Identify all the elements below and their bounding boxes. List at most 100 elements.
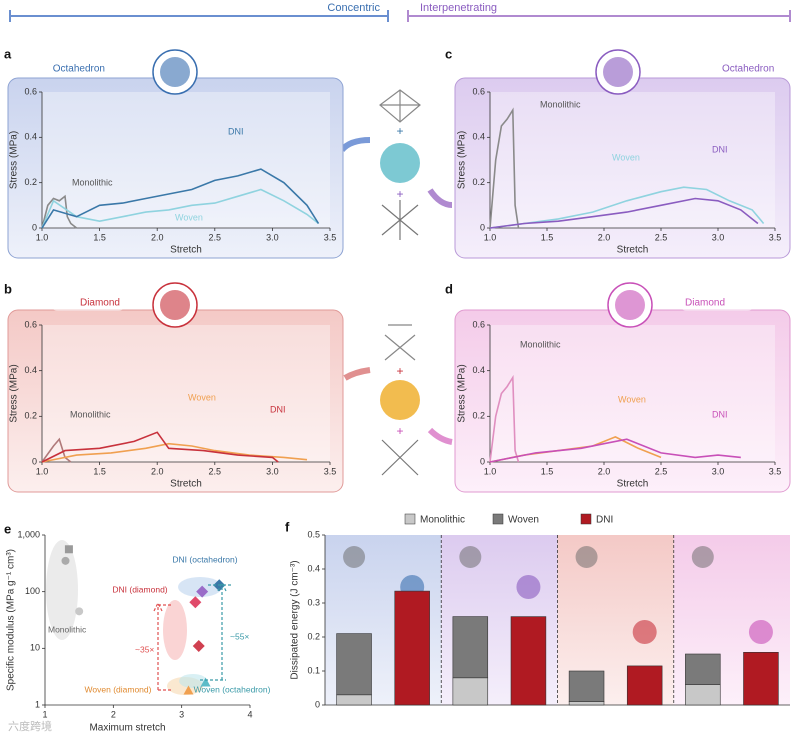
title-pill [716, 61, 792, 77]
cross-icon [381, 200, 419, 240]
x-tick-label: 1.5 [93, 466, 106, 476]
y-tick-label: 0 [480, 222, 485, 232]
bar [510, 616, 547, 706]
x-tick-label: 3.5 [324, 232, 337, 242]
lattice-icon [632, 620, 657, 644]
series-line [41, 194, 78, 229]
series-label: DNI [712, 409, 728, 419]
title-pill [50, 295, 126, 311]
x-tick-label: 1.5 [93, 232, 106, 242]
lattice-icon [615, 290, 645, 320]
x-axis-label: Stretch [170, 479, 202, 490]
legend-swatch [404, 513, 416, 525]
x-tick-label: 2.0 [598, 232, 611, 242]
x-tick-label: 2.5 [655, 466, 668, 476]
y-tick-label: 0.4 [24, 132, 37, 142]
bar-chart: 0 0.1 0.2 0.3 0.4 0.5 Dissipated energy (J cm⁻… [290, 513, 790, 709]
y-tick-label: 0.4 [24, 365, 37, 375]
lattice-icon [691, 546, 714, 568]
series-line [489, 186, 765, 229]
x-tick-label: 1.5 [541, 232, 554, 242]
series-line [489, 374, 520, 463]
lattice-icon [516, 575, 541, 599]
legend-label: Woven [508, 515, 539, 526]
x-tick-label: 2.0 [598, 466, 611, 476]
point [200, 677, 211, 687]
x-tick-label: 2.5 [209, 232, 222, 242]
arrow [339, 137, 371, 153]
ratio-arrow [200, 581, 232, 681]
y-axis-label: Stress (MPa) [457, 131, 468, 189]
x-tick-label: 3 [179, 709, 184, 719]
y-axis-label: Stress (MPa) [9, 364, 20, 422]
bar [626, 665, 663, 706]
y-tick-label: 1 [35, 699, 40, 709]
legend-label: DNI [596, 515, 613, 526]
series-label: Woven [618, 394, 646, 404]
woven-icon [380, 143, 420, 183]
panel-letter: d [445, 281, 453, 296]
y-axis-label: Specific modulus (MPa g⁻¹ cm³) [6, 549, 17, 691]
header-bg [322, 2, 384, 14]
x-tick-label: 2.0 [151, 232, 164, 242]
y-tick-label: 0.2 [24, 177, 37, 187]
lattice-icon [160, 290, 190, 320]
y-tick-label: 0.1 [307, 665, 320, 675]
lattice-icon [343, 546, 366, 568]
arrow [427, 188, 453, 208]
bar [685, 653, 721, 685]
x-tick-label: 3.0 [712, 232, 725, 242]
y-tick-label: 1,000 [17, 529, 40, 539]
annotation: ~55× [230, 631, 249, 641]
chart-title: Octahedron [53, 64, 105, 75]
x-tick-label: 1.0 [36, 466, 49, 476]
chart-title: Octahedron [722, 64, 774, 75]
x-tick-label: 3.5 [324, 466, 337, 476]
x-tick-label: 2.0 [151, 466, 164, 476]
series-label: Woven (octahedron) [194, 684, 271, 694]
series-line [41, 437, 72, 463]
y-tick-label: 0.4 [472, 365, 485, 375]
y-tick-label: 0 [32, 222, 37, 232]
legend-swatch [580, 513, 592, 525]
series-line [41, 431, 279, 463]
series-label: Monolithic [72, 177, 113, 187]
bar [568, 701, 605, 706]
bar [452, 616, 489, 679]
legend-swatch [492, 513, 504, 525]
y-axis-label: Stress (MPa) [457, 364, 468, 422]
series-line [41, 168, 320, 229]
header-right: Interpenetrating [420, 2, 497, 14]
line-chart: Diamond 1.0 1.5 2.0 2.5 3.0 3.5 0 0.2 0.4 0.6 Stret… [7, 282, 344, 493]
x-tick-label: 4 [247, 709, 252, 719]
group-shade [163, 600, 187, 660]
plus: + [396, 364, 403, 378]
panel-letter: b [4, 281, 12, 296]
plot-bg [42, 325, 330, 462]
x-tick-label: 1 [42, 709, 47, 719]
y-axis-label: Dissipated energy (J cm⁻³) [290, 560, 301, 679]
plot-bg [42, 92, 330, 228]
chart-title: Diamond [80, 298, 120, 309]
y-tick-label: 0.3 [307, 597, 320, 607]
watermark: 六度跨境 [8, 719, 52, 733]
x-axis-label: Stretch [170, 245, 202, 256]
bar [452, 677, 489, 706]
annotation: ~35× [135, 644, 154, 654]
diamond-icon [384, 324, 416, 361]
bar [685, 684, 721, 706]
panel-letter: a [4, 46, 12, 61]
group-shade [178, 577, 222, 597]
point [61, 556, 70, 565]
center-icons: + + + + [339, 89, 453, 476]
title-pill [35, 61, 111, 77]
panel-letter: f [285, 519, 290, 534]
y-tick-label: 0.2 [472, 177, 485, 187]
series-label: DNI [712, 144, 728, 154]
header-left: Concentric [327, 2, 380, 14]
point [192, 639, 205, 652]
y-axis-label: Stress (MPa) [9, 131, 20, 189]
y-tick-label: 0.6 [24, 86, 37, 96]
plus: + [396, 187, 403, 201]
